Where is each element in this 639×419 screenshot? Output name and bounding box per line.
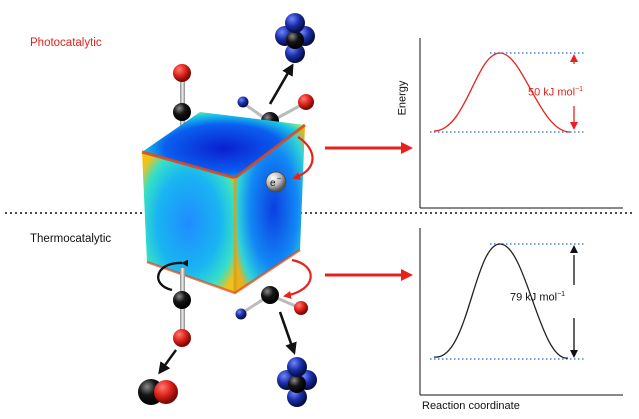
thermo-barrier-label: 79 kJ mol−1 <box>510 291 565 304</box>
thermo-energy-curve <box>433 243 569 359</box>
arrow-to-bottom-right-product <box>278 311 297 355</box>
cube-right-face <box>235 125 305 293</box>
adsorbate-bottom-right <box>235 270 308 320</box>
photo-energy-curve <box>433 52 571 133</box>
energy-plot-thermo <box>419 228 623 396</box>
electron-symbol: e <box>270 178 276 189</box>
catalyst-cube <box>141 112 306 295</box>
x-axis-label: Reaction coordinate <box>422 400 520 412</box>
cube-top-face <box>142 112 305 178</box>
arrow-to-top-product <box>268 63 294 105</box>
energy-plot-photo <box>419 38 623 209</box>
cube-left-face <box>142 152 235 293</box>
electron: e − <box>265 171 287 193</box>
thermo-barrier-unit: −1 <box>557 291 566 298</box>
photocatalytic-label: Photocatalytic <box>30 37 102 49</box>
photo-barrier-value: 50 kJ mol <box>528 86 576 99</box>
thermocatalytic-label: Thermocatalytic <box>30 233 112 245</box>
electron-charge: − <box>277 176 281 183</box>
arrow-to-bottom-left-product <box>158 349 177 375</box>
product-molecule-bottom <box>277 357 317 407</box>
y-axis-label: Energy <box>396 80 409 116</box>
curved-arrow-thermo-right <box>283 258 312 299</box>
thermo-barrier-value: 79 kJ mol <box>510 291 558 304</box>
co-molecule-top-left <box>173 64 191 146</box>
co-molecule-bottom-left <box>173 268 191 347</box>
photo-barrier-unit: −1 <box>575 86 584 93</box>
curved-arrow-thermo-left <box>157 259 189 292</box>
photo-barrier-label: 50 kJ mol−1 <box>528 86 583 99</box>
curved-arrow-photo <box>292 136 314 180</box>
co-product-bottom <box>138 379 178 405</box>
product-molecule-top <box>275 13 315 63</box>
